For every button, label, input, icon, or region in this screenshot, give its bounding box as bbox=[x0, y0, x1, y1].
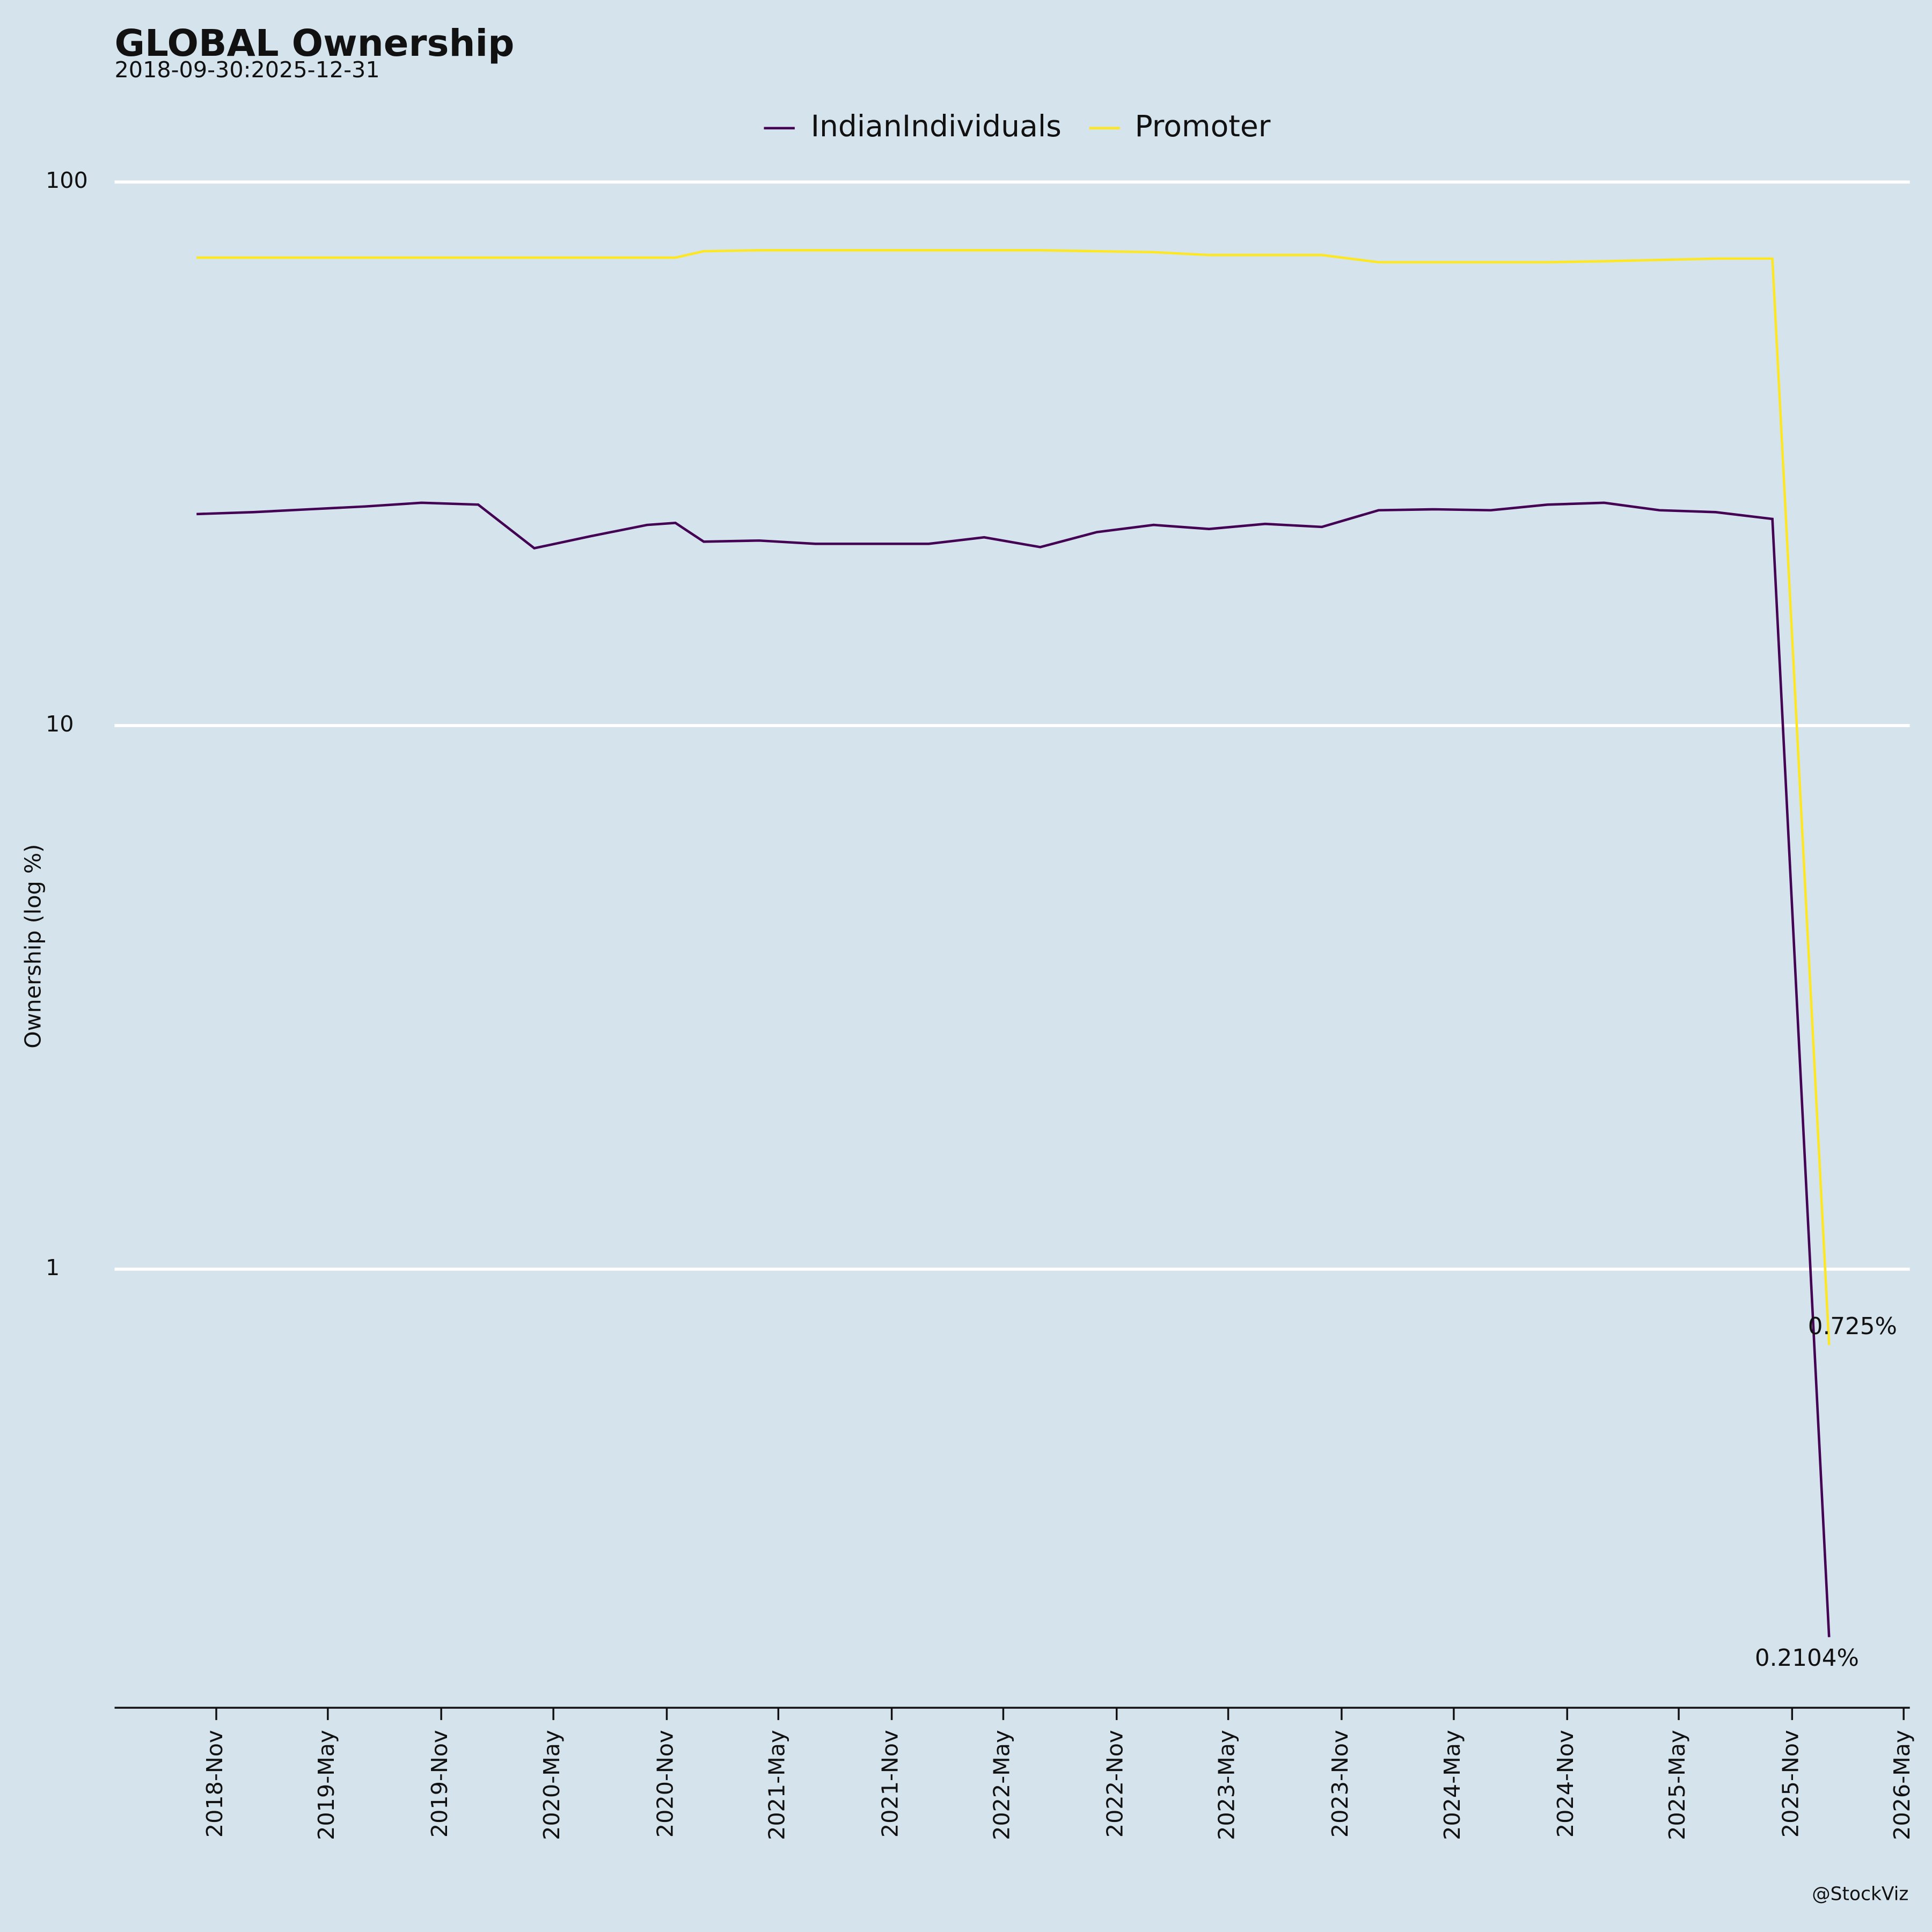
value-label: 0.2104% bbox=[1755, 1645, 1859, 1672]
x-tick-label: 2022-May bbox=[989, 1730, 1014, 1840]
x-tick-label: 2025-Nov bbox=[1777, 1730, 1803, 1838]
y-tick-label: 1 bbox=[46, 1255, 60, 1280]
chart-title: GLOBAL Ownership bbox=[115, 22, 515, 65]
series-line bbox=[196, 249, 1831, 1345]
legend-label: IndianIndividuals bbox=[811, 109, 1062, 143]
x-tick-label: 2019-May bbox=[313, 1730, 339, 1840]
y-tick-label: 100 bbox=[46, 167, 88, 193]
series-line bbox=[196, 501, 1831, 1637]
x-tick-label: 2023-May bbox=[1214, 1730, 1240, 1840]
x-tick-label: 2018-Nov bbox=[202, 1730, 228, 1838]
x-tick-label: 2026-May bbox=[1889, 1730, 1915, 1840]
legend-label: Promoter bbox=[1135, 109, 1271, 143]
chart-subtitle: 2018-09-30:2025-12-31 bbox=[115, 57, 380, 83]
x-tick-label: 2021-Nov bbox=[877, 1730, 903, 1838]
y-tick-label: 10 bbox=[46, 711, 74, 737]
x-tick-label: 2025-May bbox=[1664, 1730, 1690, 1840]
x-tick-label: 2024-May bbox=[1439, 1730, 1465, 1840]
x-tick-label: 2024-Nov bbox=[1553, 1730, 1578, 1838]
x-tick-label: 2020-Nov bbox=[652, 1730, 678, 1838]
x-tick-label: 2020-May bbox=[539, 1730, 565, 1840]
x-tick-label: 2022-Nov bbox=[1102, 1730, 1128, 1838]
value-label: 0.725% bbox=[1808, 1313, 1897, 1340]
x-tick-label: 2021-May bbox=[764, 1730, 789, 1840]
x-tick-label: 2023-Nov bbox=[1327, 1730, 1353, 1838]
y-axis-label: Ownership (log %) bbox=[20, 844, 46, 1049]
watermark: @StockViz bbox=[1812, 1884, 1908, 1905]
x-tick-label: 2019-Nov bbox=[427, 1730, 452, 1838]
